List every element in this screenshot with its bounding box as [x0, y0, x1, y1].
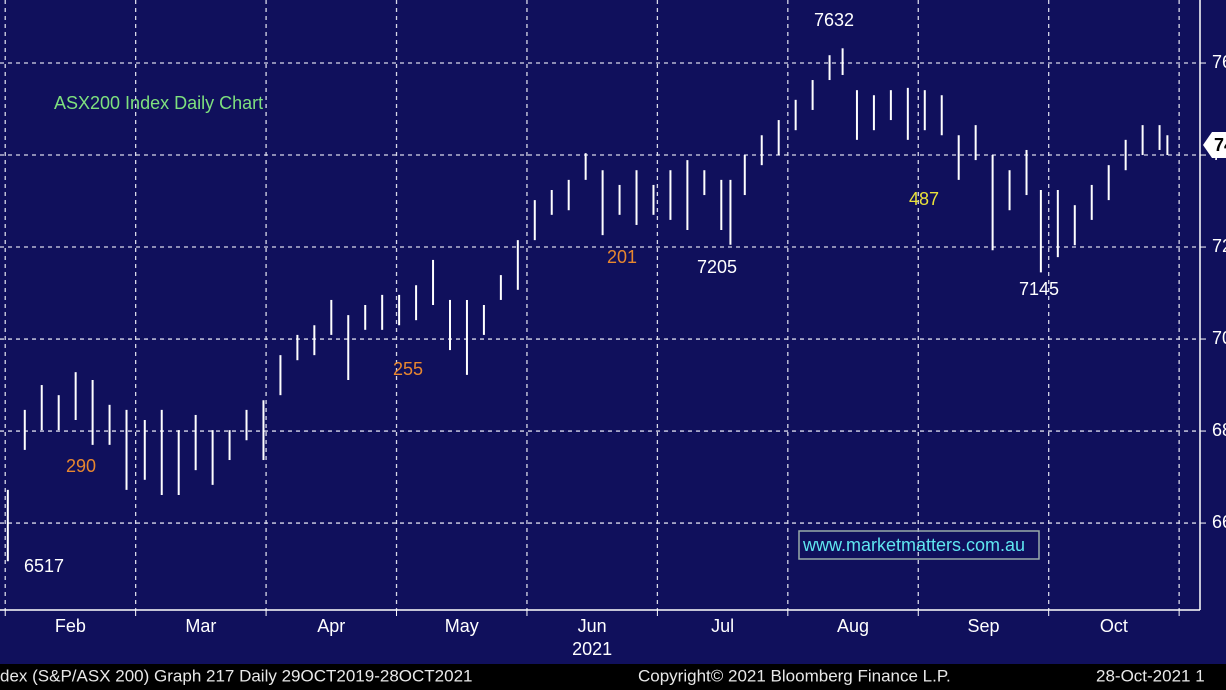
annotation: 7145: [1019, 279, 1059, 299]
y-tick-label: 7200: [1212, 236, 1226, 256]
chart-title: ASX200 Index Daily Chart: [54, 93, 263, 113]
footer-text: Copyright© 2021 Bloomberg Finance L.P.: [638, 666, 951, 685]
y-tick-label: 7000: [1212, 328, 1226, 348]
x-tick-label: Jul: [711, 616, 734, 636]
last-price-label: 74: [1214, 135, 1226, 155]
y-tick-label: 6800: [1212, 420, 1226, 440]
footer-text: 28-Oct-2021 1: [1096, 666, 1205, 685]
annotation: 255: [393, 359, 423, 379]
footer-bar: [0, 664, 1226, 690]
annotation: 7205: [697, 257, 737, 277]
x-tick-label: Apr: [317, 616, 345, 636]
annotation: 201: [607, 247, 637, 267]
y-tick-label: 7600: [1212, 52, 1226, 72]
x-tick-label: Oct: [1100, 616, 1128, 636]
watermark-box: [798, 530, 1040, 560]
annotation: 7632: [814, 10, 854, 30]
last-price-tag: [1203, 132, 1226, 158]
x-tick-label: Sep: [967, 616, 999, 636]
background: [0, 0, 1226, 664]
x-tick-label: Aug: [837, 616, 869, 636]
x-tick-label: Mar: [185, 616, 216, 636]
x-tick-label: Feb: [55, 616, 86, 636]
x-tick-label: May: [445, 616, 479, 636]
footer-text: dex (S&P/ASX 200) Graph 217 Daily 29OCT2…: [0, 666, 472, 685]
watermark: www.marketmatters.com.au: [802, 535, 1025, 555]
annotation: 6517: [24, 556, 64, 576]
annotation: 290: [66, 456, 96, 476]
y-tick-label: 6600: [1212, 512, 1226, 532]
x-tick-label: Jun: [578, 616, 607, 636]
annotation: 487: [909, 189, 939, 209]
year-label: 2021: [572, 639, 612, 659]
